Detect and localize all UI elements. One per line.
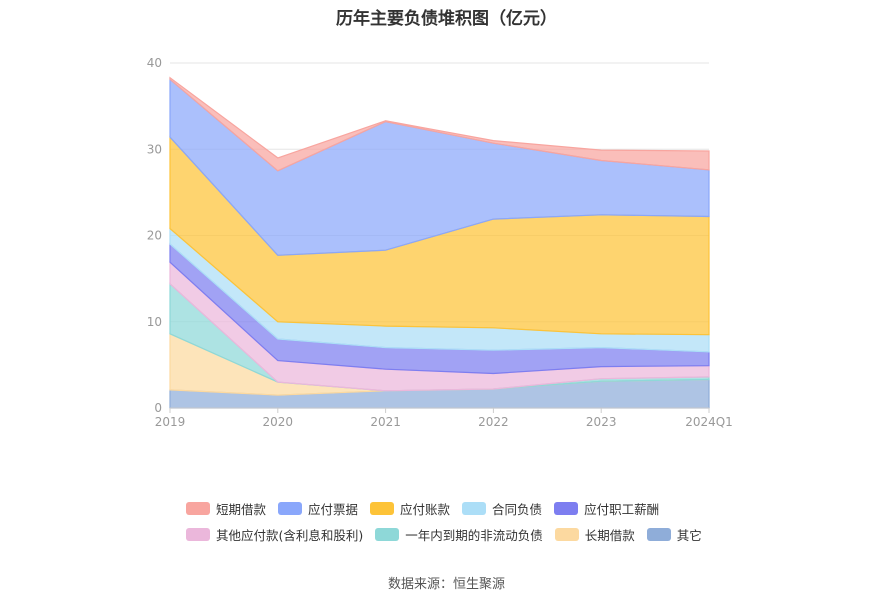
y-tick-label: 0 [154,401,162,415]
legend-label: 其他应付款(含利息和股利) [216,527,364,543]
data-source-label: 数据来源：恒生聚源 [387,577,505,592]
y-tick-label: 20 [147,229,162,243]
area-series-9[interactable] [169,76,710,172]
legend-swatch [462,501,487,515]
legend-label: 应付账款 [400,501,451,517]
legend-swatch [186,527,210,541]
legend-item[interactable]: 应付票据 [278,499,358,518]
legend-item[interactable]: 长期借款 [554,525,635,544]
legend-label: 长期借款 [584,527,635,543]
legend-label: 合同负债 [492,501,543,517]
legend-item[interactable]: 一年内到期的非流动负债 [375,525,543,544]
legend-swatch [554,527,579,541]
x-tick-label: 2021 [370,415,401,429]
legend-label: 应付票据 [308,501,359,517]
chart-title: 历年主要负债堆积图（亿元） [336,9,557,29]
legend-swatch [646,527,671,541]
legend-item[interactable]: 其他应付款(含利息和股利) [186,525,363,544]
legend-item[interactable]: 应付职工薪酬 [554,499,659,518]
y-tick-label: 10 [147,315,162,329]
legend-label: 短期借款 [216,501,267,517]
y-tick-label: 40 [147,56,162,70]
legend-swatch [278,501,303,515]
x-tick-label: 2020 [263,415,294,429]
legend-label: 应付职工薪酬 [584,501,660,517]
x-tick-label: 2022 [478,415,509,429]
x-tick-label: 2023 [586,415,617,429]
legend-swatch [554,501,579,515]
legend-swatch [186,501,210,515]
chart-legend: 短期借款 应付票据 应付账款 合同负债 应付职工薪酬 其他应付款(含利息和股利) 一年内到… [186,496,746,548]
legend-item[interactable]: 其它 [646,525,702,544]
x-tick-label: 2024Q1 [685,415,733,429]
legend-swatch [370,501,395,515]
legend-row-2: 其他应付款(含利息和股利) 一年内到期的非流动负债 长期借款 其它 [186,522,746,546]
legend-label: 其它 [676,527,702,543]
legend-item[interactable]: 短期借款 [186,499,266,518]
stacked-area-chart: 0 10 20 30 40 2019 2020 2021 2022 2023 2024Q1 [147,56,733,429]
y-tick-label: 30 [147,142,162,156]
legend-swatch [375,527,400,541]
x-tick-label: 2019 [155,415,186,429]
legend-row-1: 短期借款 应付票据 应付账款 合同负债 应付职工薪酬 [186,496,746,520]
legend-label: 一年内到期的非流动负债 [405,527,543,543]
legend-item[interactable]: 应付账款 [370,499,450,518]
legend-item[interactable]: 合同负债 [462,499,542,518]
